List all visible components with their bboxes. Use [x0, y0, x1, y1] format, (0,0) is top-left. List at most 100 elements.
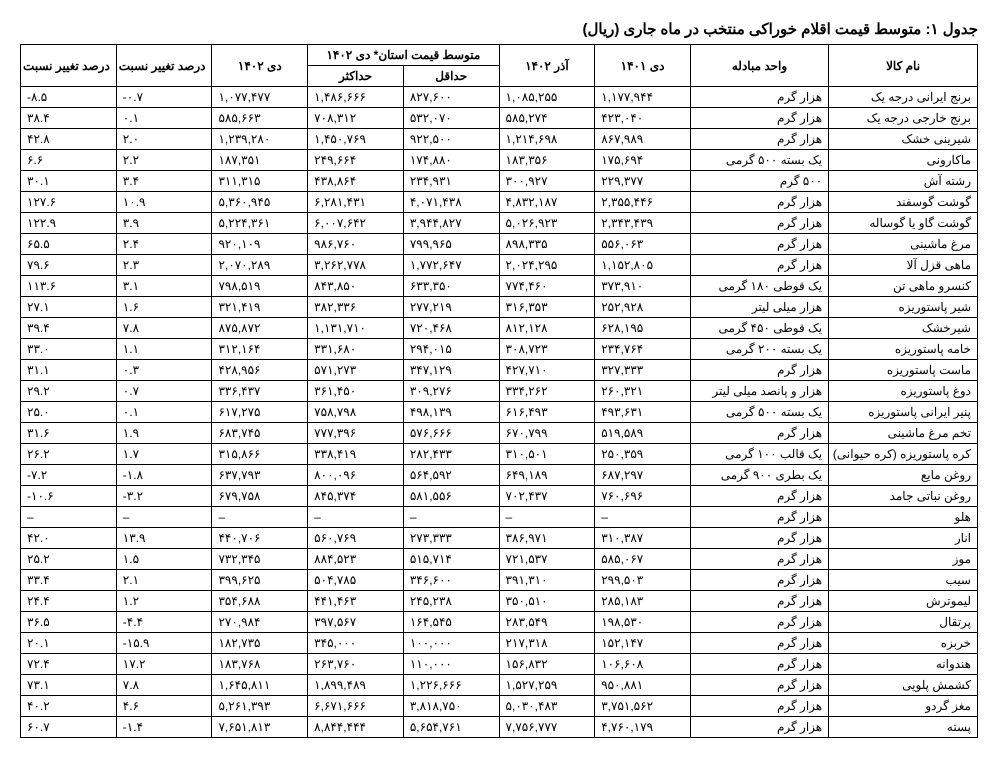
- th-azar1402: آذر ۱۴۰۲: [499, 45, 595, 87]
- cell-name: کشمش پلویی: [829, 675, 978, 696]
- cell-mom: ۲.۲: [116, 150, 212, 171]
- cell-azar: ۸۹۸,۳۳۵: [499, 234, 595, 255]
- cell-mom: -۱۵.۹: [116, 633, 212, 654]
- cell-unit: هزار گرم: [690, 108, 828, 129]
- cell-dey1401: ۳۱۰,۳۸۷: [595, 528, 691, 549]
- th-mom: درصد تغییر نسبت به ماه قبل: [116, 45, 212, 87]
- cell-azar: ۸۱۲,۱۲۸: [499, 318, 595, 339]
- cell-max: ۱,۴۵۰,۷۶۹: [308, 129, 404, 150]
- cell-name: شیر پاستوریزه: [829, 297, 978, 318]
- cell-min: ۱,۲۲۶,۶۶۶: [403, 675, 499, 696]
- cell-max: ۳۸۲,۳۳۶: [308, 297, 404, 318]
- cell-dey1402: ۷,۶۵۱,۸۱۳: [212, 717, 308, 738]
- cell-unit: هزار گرم: [690, 129, 828, 150]
- cell-max: ۱,۴۸۶,۶۶۶: [308, 87, 404, 108]
- cell-mom: -۱.۴: [116, 717, 212, 738]
- cell-max: ۴۴۱,۴۶۳: [308, 591, 404, 612]
- cell-dey1401: ۵۸۵,۰۶۷: [595, 549, 691, 570]
- cell-mom: ۱.۱: [116, 339, 212, 360]
- cell-dey1401: ۵۵۶,۰۶۳: [595, 234, 691, 255]
- cell-min: ۲۹۴,۰۱۵: [403, 339, 499, 360]
- table-row: سیبهزار گرم۲۹۹,۵۰۳۳۹۱,۳۱۰۳۴۶,۶۰۰۵۰۴,۷۸۵۳…: [21, 570, 978, 591]
- cell-yoy: ۳۹.۴: [21, 318, 117, 339]
- table-row: تخم مرغ ماشینیهزار گرم۵۱۹,۵۸۹۶۷۰,۷۹۹۵۷۶,…: [21, 423, 978, 444]
- cell-yoy: ۳۸.۴: [21, 108, 117, 129]
- cell-mom: ۱.۲: [116, 591, 212, 612]
- cell-yoy: ۲۹.۲: [21, 381, 117, 402]
- cell-dey1401: ۴۹۳,۶۳۱: [595, 402, 691, 423]
- cell-max: ۸۴۵,۳۷۴: [308, 486, 404, 507]
- cell-dey1401: ۶۲۸,۱۹۵: [595, 318, 691, 339]
- cell-dey1402: ۳۳۶,۴۳۷: [212, 381, 308, 402]
- cell-dey1402: ۱۸۲,۷۳۵: [212, 633, 308, 654]
- cell-azar: ۶۷۰,۷۹۹: [499, 423, 595, 444]
- cell-name: پسته: [829, 717, 978, 738]
- table-row: رشته آش۵۰۰ گرم۲۲۹,۳۷۷۳۰۰,۹۲۷۲۳۴,۹۳۱۴۳۸,۸…: [21, 171, 978, 192]
- cell-dey1401: ۶۸۷,۲۹۷: [595, 465, 691, 486]
- cell-max: ۵۶۰,۷۶۹: [308, 528, 404, 549]
- table-row: لیموترشهزار گرم۲۸۵,۱۸۳۳۵۰,۵۱۰۲۴۵,۲۳۸۴۴۱,…: [21, 591, 978, 612]
- cell-min: ۵۷۶,۶۶۶: [403, 423, 499, 444]
- cell-unit: ۵۰۰ گرم: [690, 171, 828, 192]
- cell-dey1402: ۳۱۲,۱۶۴: [212, 339, 308, 360]
- cell-min: ۳۰۹,۲۷۶: [403, 381, 499, 402]
- cell-yoy: –: [21, 507, 117, 528]
- cell-name: مغز گردو: [829, 696, 978, 717]
- cell-azar: ۳۳۴,۲۶۲: [499, 381, 595, 402]
- cell-mom: ۱.۷: [116, 444, 212, 465]
- cell-dey1402: ۷۳۲,۳۴۵: [212, 549, 308, 570]
- table-row: هلوهزار گرم–––––––: [21, 507, 978, 528]
- cell-min: ۲۳۴,۹۳۱: [403, 171, 499, 192]
- th-avg-group: متوسط قیمت استان* دی ۱۴۰۲: [308, 45, 499, 66]
- cell-mom: -۳.۲: [116, 486, 212, 507]
- th-dey1401: دی ۱۴۰۱: [595, 45, 691, 87]
- cell-max: ۳۴۵,۰۰۰: [308, 633, 404, 654]
- cell-yoy: ۴۰.۲: [21, 696, 117, 717]
- th-dey1402: دی ۱۴۰۲: [212, 45, 308, 87]
- cell-max: ۶,۲۸۱,۴۳۱: [308, 192, 404, 213]
- cell-dey1401: ۱۵۲,۱۴۷: [595, 633, 691, 654]
- cell-dey1401: ۴,۷۶۰,۱۷۹: [595, 717, 691, 738]
- cell-unit: هزار گرم: [690, 423, 828, 444]
- cell-mom: ۲.۳: [116, 255, 212, 276]
- cell-mom: ۲.۴: [116, 234, 212, 255]
- cell-azar: ۳۹۱,۳۱۰: [499, 570, 595, 591]
- cell-name: خامه پاستوریزه: [829, 339, 978, 360]
- table-row: ماهی قزل آلاهزار گرم۱,۱۵۲,۸۰۵۲,۰۲۴,۲۹۵۱,…: [21, 255, 978, 276]
- cell-dey1402: ۱,۲۳۹,۲۸۰: [212, 129, 308, 150]
- table-row: کنسرو ماهی تنیک قوطی ۱۸۰ گرمی۳۷۳,۹۱۰۷۷۴,…: [21, 276, 978, 297]
- cell-unit: هزار گرم: [690, 213, 828, 234]
- table-row: پستههزار گرم۴,۷۶۰,۱۷۹۷,۷۵۶,۷۷۷۵,۶۵۴,۷۶۱۸…: [21, 717, 978, 738]
- cell-azar: ۶۱۶,۴۹۳: [499, 402, 595, 423]
- cell-unit: هزار گرم: [690, 654, 828, 675]
- table-row: گوشت گوسفندهزار گرم۲,۳۵۵,۴۴۶۴,۸۳۲,۱۸۷۴,۰…: [21, 192, 978, 213]
- cell-dey1401: ۸۶۷,۹۸۹: [595, 129, 691, 150]
- table-row: دوغ پاستوریزههزار و پانصد میلی لیتر۲۶۰,۳…: [21, 381, 978, 402]
- cell-name: ماهی قزل آلا: [829, 255, 978, 276]
- table-body: برنج ایرانی درجه یکهزار گرم۱,۱۷۷,۹۴۴۱,۰۸…: [21, 87, 978, 738]
- cell-dey1402: ۶۳۷,۷۹۳: [212, 465, 308, 486]
- cell-name: گوشت گوسفند: [829, 192, 978, 213]
- cell-name: گوشت گاو یا گوساله: [829, 213, 978, 234]
- cell-azar: ۳۱۶,۳۵۳: [499, 297, 595, 318]
- cell-min: ۴,۰۷۱,۴۳۸: [403, 192, 499, 213]
- cell-unit: هزار و پانصد میلی لیتر: [690, 381, 828, 402]
- table-row: پنیر ایرانی پاستوریزهیک بسته ۵۰۰ گرمی۴۹۳…: [21, 402, 978, 423]
- cell-max: ۳۳۱,۶۸۰: [308, 339, 404, 360]
- cell-unit: هزار میلی لیتر: [690, 297, 828, 318]
- cell-min: ۴۹۸,۱۳۹: [403, 402, 499, 423]
- table-row: مرغ ماشینیهزار گرم۵۵۶,۰۶۳۸۹۸,۳۳۵۷۹۹,۹۶۵۹…: [21, 234, 978, 255]
- cell-azar: ۲,۰۲۴,۲۹۵: [499, 255, 595, 276]
- cell-yoy: -۷.۲: [21, 465, 117, 486]
- cell-yoy: ۱۲۲.۹: [21, 213, 117, 234]
- cell-mom: -۴.۴: [116, 612, 212, 633]
- th-max: حداکثر: [308, 66, 404, 87]
- cell-mom: ۱۷.۲: [116, 654, 212, 675]
- cell-yoy: ۶.۶: [21, 150, 117, 171]
- cell-yoy: ۳۰.۱: [21, 171, 117, 192]
- cell-name: دوغ پاستوریزه: [829, 381, 978, 402]
- cell-dey1401: ۷۶۰,۶۹۶: [595, 486, 691, 507]
- cell-dey1401: ۲۸۵,۱۸۳: [595, 591, 691, 612]
- cell-min: ۵۱۵,۷۱۴: [403, 549, 499, 570]
- table-row: برنج خارجی درجه یکهزار گرم۴۲۳,۰۴۰۵۸۵,۲۷۴…: [21, 108, 978, 129]
